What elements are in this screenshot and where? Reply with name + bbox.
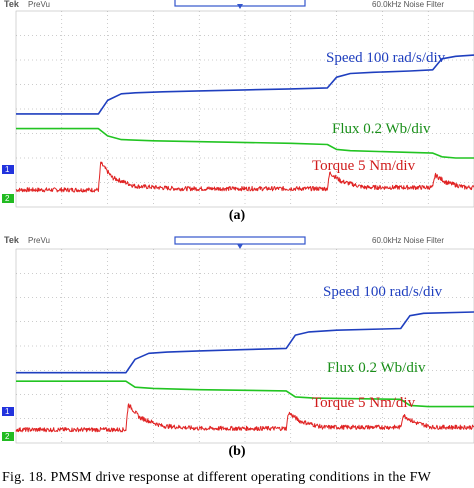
speed-trace: [16, 54, 474, 115]
channel-2-marker-label: 2: [5, 432, 10, 441]
scope-mode: PreVu: [28, 0, 50, 9]
speed-label-b: Speed 100 rad/s/div: [323, 284, 443, 300]
channel-1-marker-label: 1: [5, 407, 10, 416]
scope-mode: PreVu: [28, 236, 50, 245]
scope-screen-a: Tek PreVu 60.0kHz Noise Filter 1 2 Speed…: [0, 0, 474, 210]
scope-panel-a: Tek PreVu 60.0kHz Noise Filter 1 2 Speed…: [0, 0, 474, 210]
scope-grid: [16, 249, 474, 443]
torque-label-b: Torque 5 Nm/div: [312, 395, 416, 411]
scope-brand: Tek: [4, 235, 20, 245]
panel-a-label: (a): [228, 208, 246, 223]
flux-label-a: Flux 0.2 Wb/div: [332, 121, 431, 137]
scope-traces: [15, 54, 474, 193]
scope-brand: Tek: [4, 0, 20, 9]
flux-trace: [16, 380, 474, 408]
scope-grid: [16, 11, 474, 207]
scope-traces: [15, 311, 474, 433]
scope-filter-text: 60.0kHz Noise Filter: [372, 0, 444, 9]
flux-trace: [16, 127, 474, 159]
speed-trace: [16, 311, 474, 374]
panel-b-label: (b): [228, 444, 246, 459]
channel-2-marker: [2, 194, 14, 203]
trigger-position-icon: [237, 244, 243, 249]
torque-trace: [15, 403, 474, 433]
torque-trace: [15, 161, 474, 193]
channel-2-marker: [2, 432, 14, 441]
scope-panel-b: Tek PreVu 60.0kHz Noise Filter 1 2 Speed…: [0, 234, 474, 444]
torque-label-a: Torque 5 Nm/div: [312, 158, 416, 174]
channel-1-marker: [2, 165, 14, 174]
scope-filter-text: 60.0kHz Noise Filter: [372, 236, 444, 245]
figure-caption: Fig. 18. PMSM drive response at differen…: [2, 470, 432, 485]
speed-label-a: Speed 100 rad/s/div: [326, 50, 446, 66]
trigger-position-icon: [237, 4, 243, 9]
flux-label-b: Flux 0.2 Wb/div: [327, 360, 426, 376]
channel-2-marker-label: 2: [5, 194, 10, 203]
channel-1-marker: [2, 407, 14, 416]
channel-1-marker-label: 1: [5, 165, 10, 174]
scope-screen-b: Tek PreVu 60.0kHz Noise Filter 1 2 Speed…: [0, 234, 474, 444]
